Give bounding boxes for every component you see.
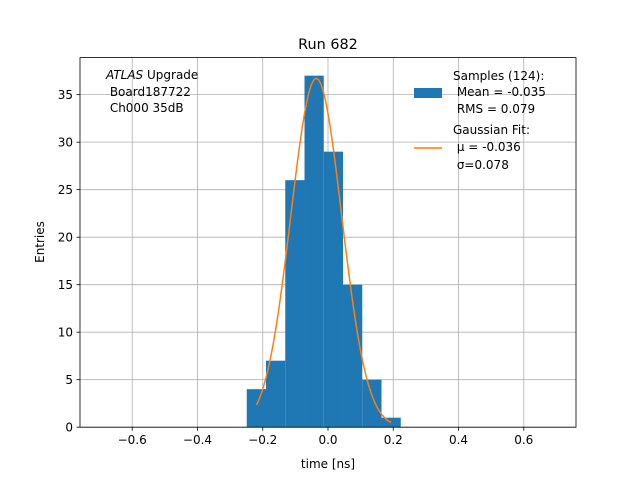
y-tick-label: 35 bbox=[58, 88, 73, 102]
histogram-bar bbox=[323, 151, 344, 428]
histogram-bar bbox=[246, 389, 266, 428]
annotation-line-1-rest: Upgrade bbox=[143, 68, 198, 82]
y-tick-label: 30 bbox=[58, 135, 73, 149]
y-tick-label: 5 bbox=[65, 373, 73, 387]
histogram-bar bbox=[381, 417, 401, 428]
y-axis-ticks: 0 5 10 15 20 25 30 35 bbox=[58, 88, 80, 435]
y-tick-label: 15 bbox=[58, 278, 73, 292]
legend-histogram-line-3: RMS = 0.079 bbox=[453, 102, 535, 116]
legend-histogram-line-2: Mean = -0.035 bbox=[453, 85, 546, 99]
histogram-bar bbox=[285, 180, 305, 428]
legend-histogram-line-1: Samples (124): bbox=[453, 69, 544, 83]
histogram-bar bbox=[362, 379, 382, 428]
y-tick-label: 0 bbox=[65, 421, 73, 435]
y-tick-label: 10 bbox=[58, 325, 73, 339]
annotation-italic: ATLAS bbox=[105, 68, 144, 82]
legend-histogram-swatch bbox=[414, 88, 442, 98]
x-tick-label: 0.2 bbox=[384, 433, 403, 447]
atlas-annotation: ATLAS Upgrade Board187722 Ch000 35dB bbox=[105, 68, 198, 115]
x-axis-label: time [ns] bbox=[301, 457, 355, 471]
y-tick-label: 25 bbox=[58, 183, 73, 197]
x-axis-ticks: −0.6 −0.4 −0.2 0.0 0.2 0.4 0.6 bbox=[118, 427, 533, 447]
legend-fit-line-2: μ = -0.036 bbox=[453, 140, 521, 154]
legend: Samples (124): Mean = -0.035 RMS = 0.079… bbox=[414, 69, 546, 172]
x-tick-label: −0.6 bbox=[118, 433, 147, 447]
annotation-line-1: ATLAS Upgrade bbox=[105, 68, 198, 82]
annotation-line-2: Board187722 bbox=[106, 85, 191, 99]
x-tick-label: −0.2 bbox=[248, 433, 277, 447]
histogram-bar bbox=[343, 284, 363, 428]
x-tick-label: 0.4 bbox=[449, 433, 468, 447]
histogram-bars bbox=[246, 75, 401, 428]
legend-fit-line-1: Gaussian Fit: bbox=[453, 123, 530, 137]
x-tick-label: −0.4 bbox=[183, 433, 212, 447]
histogram-bar bbox=[304, 75, 324, 428]
y-tick-label: 20 bbox=[58, 230, 73, 244]
y-axis-label: Entries bbox=[33, 221, 47, 263]
legend-fit-line-3: σ=0.078 bbox=[453, 158, 509, 172]
gaussian-fit-line bbox=[255, 77, 392, 424]
histogram-bar bbox=[266, 360, 286, 428]
x-tick-label: 0.0 bbox=[318, 433, 337, 447]
chart-title: Run 682 bbox=[298, 37, 358, 53]
x-tick-label: 0.6 bbox=[514, 433, 533, 447]
annotation-line-3: Ch000 35dB bbox=[106, 101, 184, 115]
